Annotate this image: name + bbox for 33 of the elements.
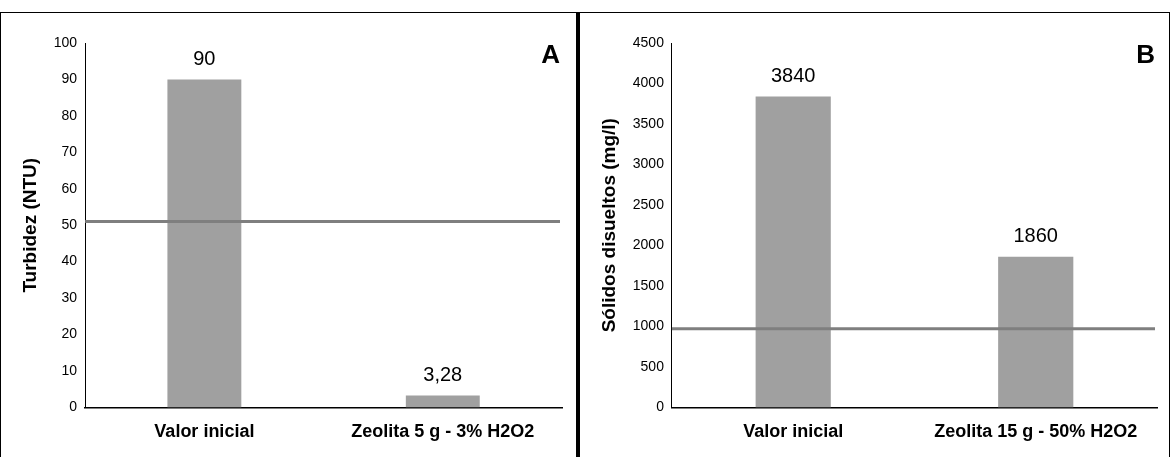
y-tick-label: 3500 — [632, 114, 665, 131]
y-tick-label: 60 — [61, 179, 78, 196]
annotation: B — [1136, 39, 1155, 70]
x-tick-label: Zeolita 5 g - 3% H2O2 — [351, 421, 535, 442]
y-tick-label: 40 — [61, 252, 78, 269]
y-tick-label: 3000 — [632, 155, 665, 172]
y-tick-label: 70 — [61, 143, 78, 160]
data-label: 1860 — [1013, 224, 1058, 247]
y-tick-label: 10 — [61, 361, 78, 378]
y-tick-label: 80 — [61, 106, 78, 123]
y-tick-label: 4000 — [632, 74, 665, 91]
y-tick-label: 1500 — [632, 276, 665, 293]
y-tick-label: 30 — [61, 288, 78, 305]
x-tick-label: Valor inicial — [154, 421, 255, 442]
x-tick-label: Zeolita 15 g - 50% H2O2 — [934, 421, 1138, 442]
y-tick-label: 1000 — [632, 317, 665, 334]
y-tick-label: 0 — [69, 398, 78, 415]
y-tick-label: 0 — [656, 398, 665, 415]
y-tick-label: 4500 — [632, 33, 665, 50]
y-tick-label: 50 — [61, 216, 78, 233]
annotation: A — [541, 39, 561, 70]
y-tick-label: 20 — [61, 325, 78, 342]
y-axis-title: Sólidos disueltos (mg/l) — [597, 118, 619, 333]
y-tick-label: 2500 — [632, 195, 665, 212]
y-tick-label: 500 — [640, 357, 665, 374]
y-tick-label: 90 — [61, 70, 78, 87]
data-label: 3840 — [770, 63, 816, 86]
data-label: 90 — [193, 46, 216, 69]
y-tick-label: 2000 — [632, 236, 665, 253]
y-axis-title: Turbidez (NTU) — [18, 157, 40, 293]
data-label: 3,28 — [423, 362, 463, 385]
x-tick-label: Valor inicial — [743, 421, 844, 442]
y-tick-label: 100 — [53, 33, 78, 50]
